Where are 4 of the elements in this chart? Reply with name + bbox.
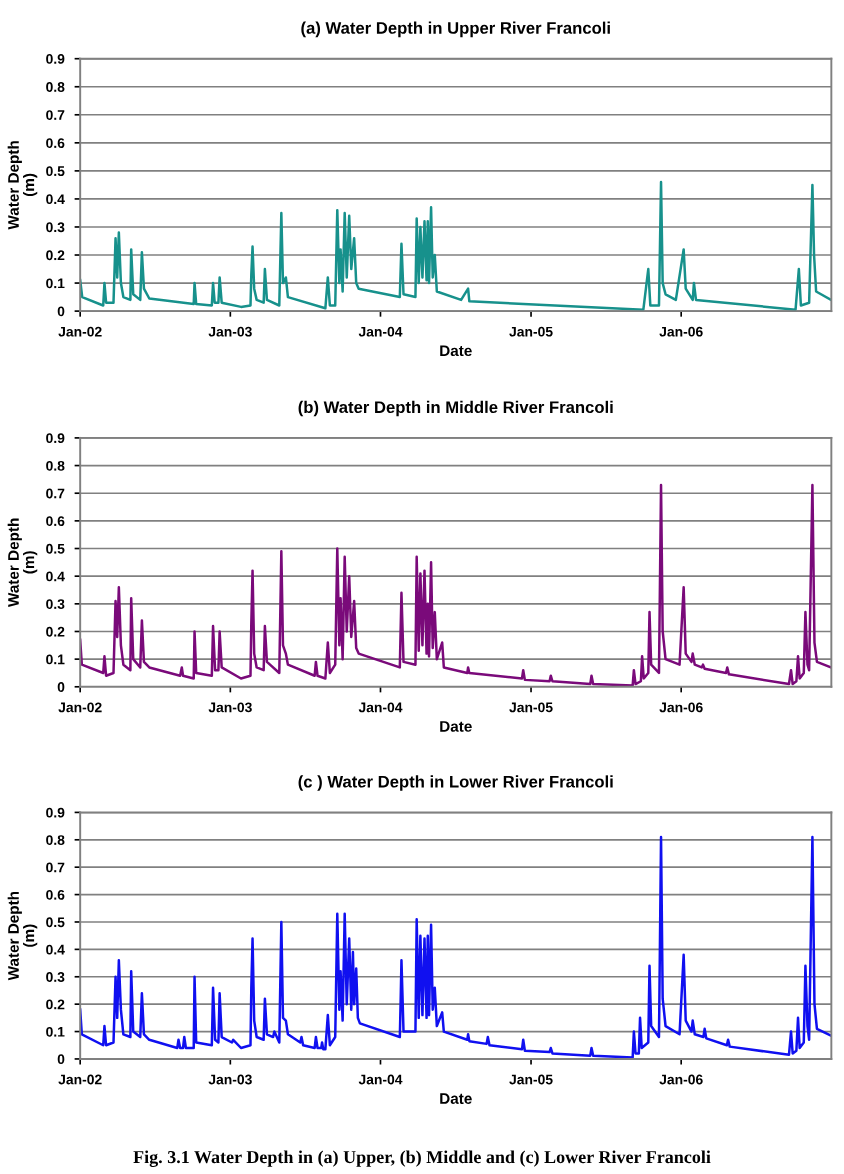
chart-title: (c ) Water Depth in Lower River Francoli	[298, 775, 613, 791]
caption: Fig. 3.1 Water Depth in (a) Upper, (b) Middle and (c) Lower River Francoli	[133, 1150, 711, 1167]
chart-title: (a) Water Depth in Upper River Francoli	[301, 21, 610, 38]
chart-title: (b) Water Depth in Middle River Francoli	[298, 400, 613, 417]
